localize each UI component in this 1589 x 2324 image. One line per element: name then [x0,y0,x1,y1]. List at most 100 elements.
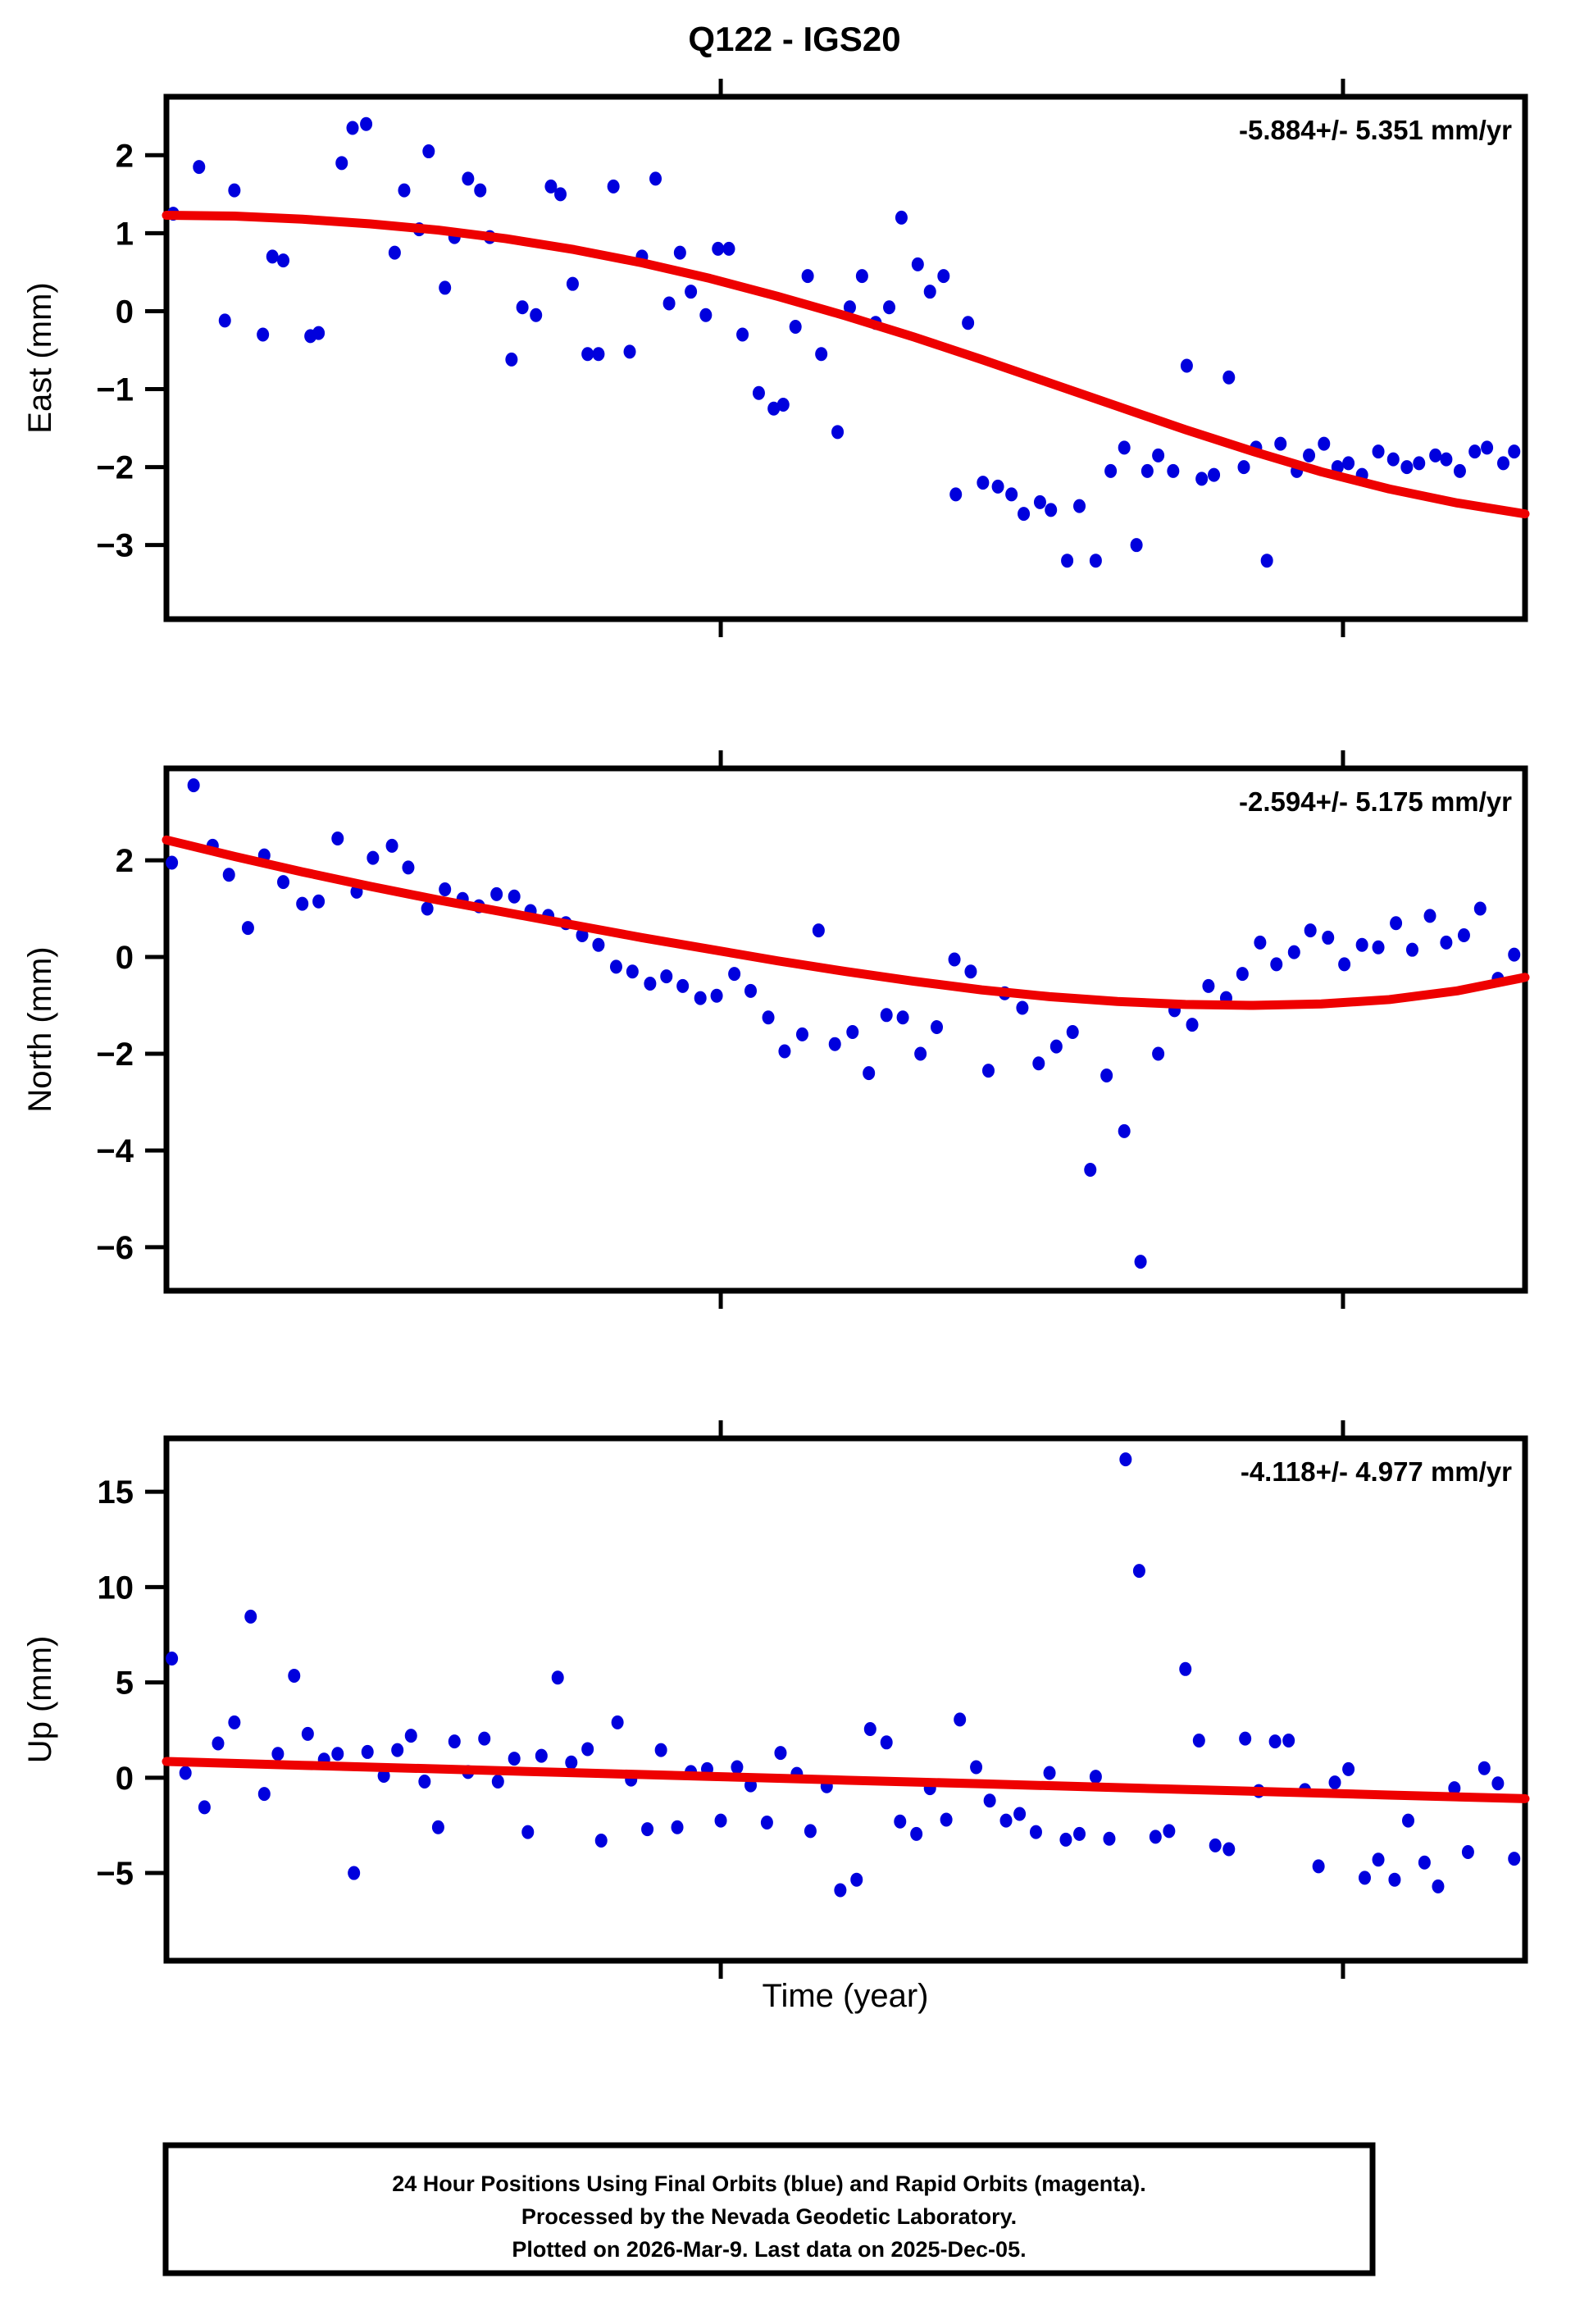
data-point [712,241,725,256]
data-point [611,1715,624,1729]
data-point [1118,1123,1131,1138]
data-point [360,116,373,131]
data-point [1152,448,1165,463]
data-point [521,1825,535,1839]
data-point [1152,1046,1165,1061]
data-point [1491,1776,1505,1791]
data-point [1440,935,1453,950]
data-point [388,245,401,260]
data-point [1312,1859,1325,1874]
data-point [592,937,605,952]
data-point [1405,942,1418,957]
data-point [1202,978,1215,993]
data-point [760,1815,773,1830]
data-point [880,1735,893,1750]
data-point [1355,937,1368,952]
y-axis-label-north: North (mm) [22,946,58,1112]
data-point [218,313,231,328]
y-tick-label-north-4: −6 [96,1230,134,1266]
data-point [193,160,206,175]
data-point [883,300,896,315]
data-point [731,1760,744,1775]
data-point [1005,487,1018,502]
data-point [949,487,963,502]
data-point [1322,930,1335,945]
data-point [530,308,543,322]
data-point [1440,452,1453,467]
data-point [491,1774,504,1789]
data-point [566,276,579,291]
data-point [331,1747,344,1761]
data-point [1167,463,1180,478]
data-point [1222,370,1236,385]
data-point [850,1872,863,1887]
data-point [166,855,179,870]
data-point [1372,940,1385,955]
data-point [1059,1832,1072,1847]
data-point [736,327,749,342]
data-point [271,1747,285,1761]
data-point [1508,947,1521,962]
data-point [462,171,475,186]
data-point [914,1046,927,1061]
data-point [831,425,845,440]
data-point [641,1822,654,1837]
data-point [179,1766,192,1780]
data-point [834,1883,847,1898]
data-point [999,1813,1013,1828]
data-point [662,296,676,311]
data-point [1239,1731,1252,1746]
trend-line-north [162,835,1530,1010]
data-point [1508,1852,1521,1866]
data-point [277,253,290,268]
data-point [1260,554,1273,568]
panel-north: 2 0 −2 −4 −6 North (mm) -2.594+/- 5.175 mm/yr [22,750,1530,1309]
y-tick-label-up-3: 0 [116,1761,134,1797]
data-point [535,1748,548,1763]
data-point [1342,1761,1355,1776]
data-point [516,300,529,315]
data-point [896,1010,909,1025]
rate-annotation-north: -2.594+/- 5.175 mm/yr [1239,786,1512,817]
data-point [880,1008,893,1023]
data-point [1432,1879,1445,1893]
data-point [801,269,814,284]
data-point [1318,436,1331,451]
data-point [404,1729,417,1743]
data-point [1358,1871,1371,1885]
panel-up: 15 10 5 0 −5 Up (mm) -4.118+/- 4.977 mm/yr [22,1420,1530,1979]
data-point [1448,1781,1461,1796]
data-point [991,479,1004,494]
data-point [288,1668,301,1683]
data-point [241,921,254,936]
data-point [1209,1838,1222,1852]
data-point [1100,1069,1113,1083]
data-point [1401,1813,1414,1828]
y-tick-label-up-1: 10 [98,1570,134,1606]
data-point [187,778,200,793]
data-point [257,1787,271,1802]
data-point [1274,436,1287,451]
panel-east: 2 1 0 −1 −2 −3 East (mm) -5.884+/- 5.351 mm/yr [22,79,1530,637]
data-point [508,889,521,904]
y-axis-label-east: East (mm) [22,282,58,433]
y-tick-label-up-4: −5 [96,1856,134,1892]
data-point [1453,463,1466,478]
y-tick-label-up-2: 5 [116,1666,134,1702]
data-point [855,269,868,284]
data-point [804,1824,817,1839]
data-point [863,1722,876,1737]
data-point [812,923,825,938]
data-point [228,183,241,198]
data-point [166,1652,179,1666]
data-point [714,1813,727,1828]
data-point [954,1712,967,1727]
data-point [1386,452,1400,467]
y-tick-label-east-5: −3 [96,528,134,564]
data-point [1372,1852,1385,1867]
data-point [744,983,758,998]
data-point [762,1010,775,1025]
data-point [910,1826,923,1841]
data-point [694,991,707,1005]
data-point [1073,1826,1086,1841]
